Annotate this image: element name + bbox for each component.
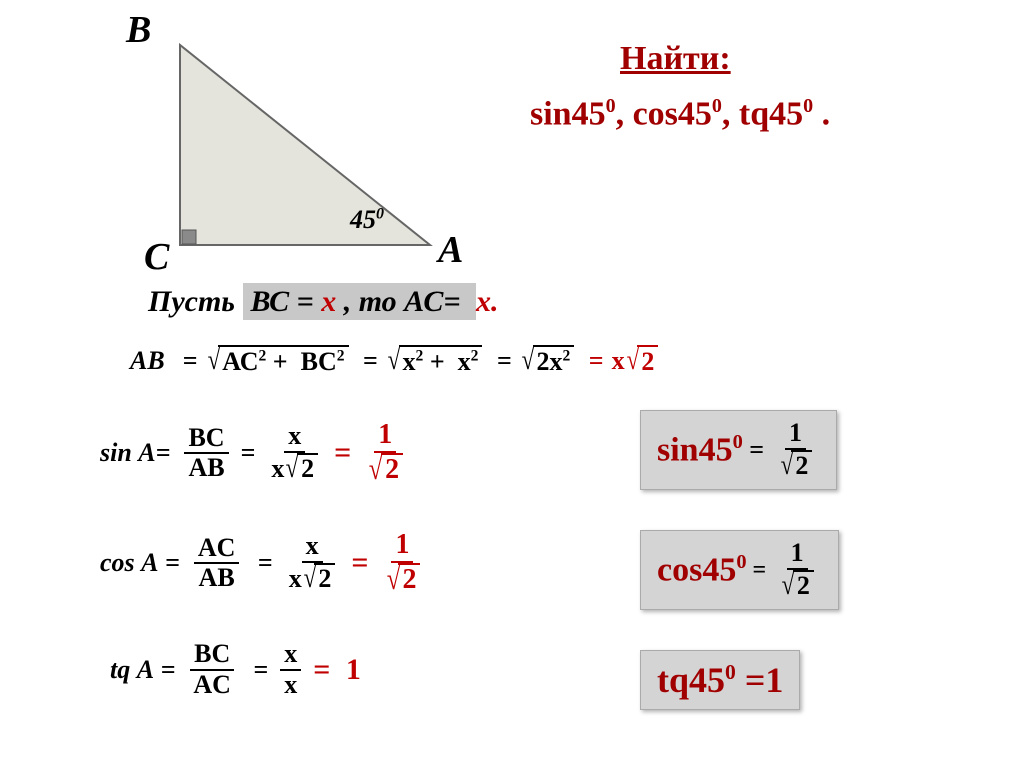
tq-row: tq А = BCAC = xx = 1 [110, 640, 361, 699]
ab-row: АВ = √АС2 + ВС2 = √x2 + x2 = √2x2 = x√2 [130, 345, 658, 377]
vertex-a: А [438, 228, 463, 272]
angle-45: 450 [350, 205, 384, 235]
find-title: Найти: [620, 40, 731, 78]
result-cos: cos450 = 1√2 [640, 530, 839, 610]
let-line: Пусть ВС = x , то АС= x. [148, 285, 499, 319]
triangle-diagram [0, 0, 500, 280]
sin-row: sin А= BCAB = xx√2 = 1√2 [100, 420, 411, 487]
vertex-b: В [126, 8, 151, 52]
result-sin: sin450 = 1√2 [640, 410, 837, 490]
result-tq: tq450 =1 [640, 650, 800, 710]
cos-row: cos А = ACAB = xx√2 = 1√2 [100, 530, 428, 597]
find-items: sin450, cos450, tq450 . [530, 95, 830, 133]
vertex-c: С [144, 235, 169, 279]
